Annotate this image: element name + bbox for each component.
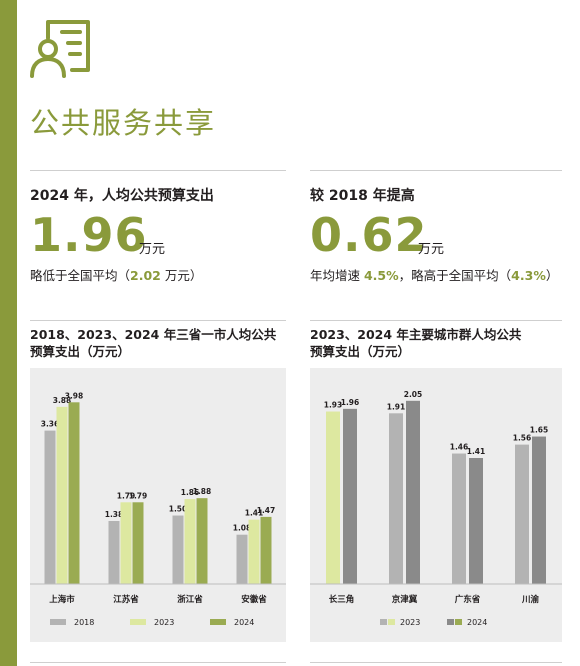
note-highlight: 4.5% <box>363 268 399 283</box>
category-label: 浙江省 <box>177 594 203 605</box>
bar-value-label: 1.41 <box>245 509 264 518</box>
legend-label: 2018 <box>74 618 94 627</box>
bar-value-label: 1.86 <box>181 488 200 497</box>
bar-value-label: 1.46 <box>450 443 469 452</box>
stat-note: 年均增速 4.5%，略高于全国平均（4.3%） <box>310 265 558 284</box>
chart-title-left: 2018、2023、2024 年三省一市人均公共 预算支出（万元） <box>30 326 276 360</box>
note-text: ） <box>545 268 559 283</box>
bar <box>406 400 420 584</box>
divider <box>30 662 286 663</box>
bar-value-label: 1.56 <box>513 434 532 443</box>
bar <box>532 436 546 584</box>
note-text: 年均增速 <box>310 268 364 283</box>
bar <box>236 534 248 584</box>
divider <box>310 662 562 663</box>
divider <box>310 320 562 321</box>
note-highlight: 2.02 <box>130 268 161 283</box>
stat-unit: 万元 <box>139 242 166 257</box>
bar <box>68 402 80 584</box>
bar-value-label: 1.91 <box>387 402 406 411</box>
bar-value-label: 1.50 <box>169 505 188 514</box>
bar <box>132 502 144 584</box>
bar-value-label: 1.96 <box>341 398 360 407</box>
bar <box>172 515 184 584</box>
legend-swatch <box>50 619 66 625</box>
bar-value-label: 1.47 <box>257 506 276 515</box>
bar-value-label: 1.79 <box>117 491 136 500</box>
note-text: 万元） <box>160 268 203 283</box>
category-label: 川渝 <box>521 594 540 605</box>
stat-value: 1.96 <box>30 208 148 262</box>
bar <box>248 519 260 584</box>
bar <box>260 516 272 584</box>
category-label: 京津冀 <box>392 594 418 605</box>
bar <box>108 521 120 584</box>
note-text: 略低于全国平均（ <box>30 268 131 283</box>
document-user-icon <box>30 20 90 78</box>
legend-label: 2024 <box>234 618 254 627</box>
bar <box>120 502 132 584</box>
bar-value-label: 1.88 <box>193 487 212 496</box>
divider <box>30 170 286 171</box>
bar-value-label: 1.08 <box>233 524 252 533</box>
legend-label: 2023 <box>400 618 420 627</box>
stat-note: 略低于全国平均（2.02 万元） <box>30 265 202 284</box>
bar-value-label: 3.88 <box>53 396 72 405</box>
bar-value-label: 1.93 <box>324 401 343 410</box>
stat-label: 较 2018 年提高 <box>310 188 415 204</box>
legend-label: 2023 <box>154 618 174 627</box>
bar <box>44 430 56 584</box>
bar-value-label: 2.05 <box>404 390 423 399</box>
bar <box>515 444 529 584</box>
note-text: ，略高于全国平均（ <box>398 268 512 283</box>
legend-swatch <box>388 619 395 625</box>
bar-value-label: 3.98 <box>65 391 84 400</box>
legend-label: 2024 <box>467 618 487 627</box>
bar <box>389 413 403 584</box>
legend-swatch <box>130 619 146 625</box>
chart-title-line: 2018、2023、2024 年三省一市人均公共 <box>30 327 277 342</box>
category-label: 安徽省 <box>241 594 267 605</box>
bar <box>56 406 68 584</box>
bar-value-label: 1.41 <box>467 447 486 456</box>
bar <box>326 411 340 584</box>
category-label: 上海市 <box>49 594 75 605</box>
bar-value-label: 3.36 <box>41 420 60 429</box>
bar <box>196 498 208 584</box>
bar <box>452 453 466 584</box>
chart-title-right: 2023、2024 年主要城市群人均公共 预算支出（万元） <box>310 326 521 360</box>
bar <box>469 458 483 584</box>
stat-label: 2024 年，人均公共预算支出 <box>30 188 214 204</box>
divider <box>310 170 562 171</box>
category-label: 广东省 <box>455 594 481 605</box>
bar <box>343 408 357 584</box>
bar-value-label: 1.65 <box>530 426 549 435</box>
stat-unit: 万元 <box>418 242 445 257</box>
category-label: 长三角 <box>329 594 355 605</box>
category-label: 江苏省 <box>113 594 139 605</box>
bar-value-label: 1.79 <box>129 491 148 500</box>
legend-swatch <box>455 619 462 625</box>
legend-swatch <box>380 619 387 625</box>
chart-title-line: 2023、2024 年主要城市群人均公共 <box>310 327 522 342</box>
legend-swatch <box>447 619 454 625</box>
bar <box>184 499 196 584</box>
chart-title-line: 预算支出（万元） <box>30 344 131 359</box>
legend-swatch <box>210 619 226 625</box>
bar-value-label: 1.38 <box>105 510 124 519</box>
accent-side-bar <box>0 0 17 666</box>
chart-title-line: 预算支出（万元） <box>310 344 411 359</box>
note-highlight: 4.3% <box>511 268 546 283</box>
divider <box>30 320 286 321</box>
stat-value: 0.62 <box>310 208 428 262</box>
section-title: 公共服务共享 <box>30 106 217 140</box>
